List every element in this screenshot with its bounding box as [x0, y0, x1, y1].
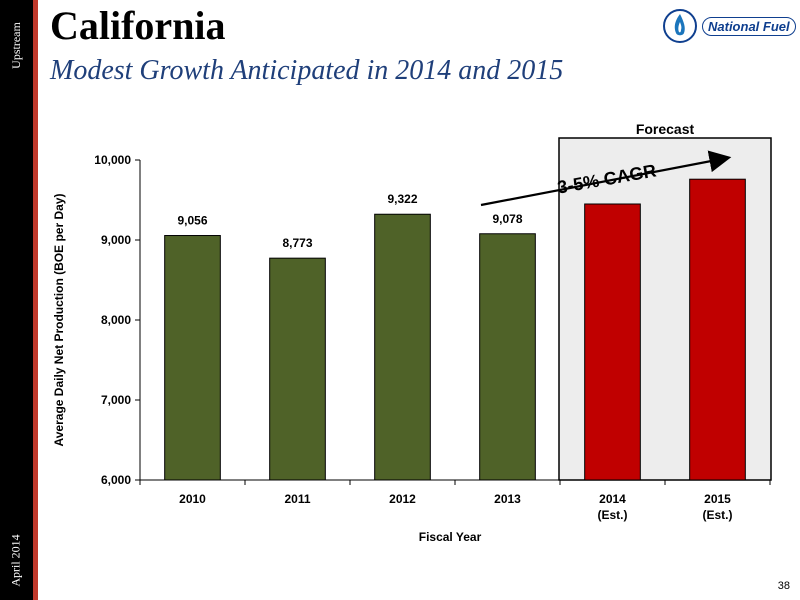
company-logo: National Fuel [662, 8, 796, 44]
flame-icon [663, 9, 697, 43]
bar-2014 [584, 203, 641, 481]
data-label: 9,056 [177, 214, 207, 228]
bar-2011 [269, 257, 326, 481]
logo-text: National Fuel [702, 16, 796, 36]
sidebar: Upstream April 2014 [0, 0, 33, 600]
data-label: 8,773 [282, 236, 312, 250]
page-number: 38 [777, 580, 790, 592]
bar-2015 [689, 178, 746, 481]
bar-2012 [374, 213, 431, 481]
y-tick-label: 7,000 [101, 393, 131, 407]
forecast-label: Forecast [636, 121, 695, 137]
x-axis-title: Fiscal Year [419, 530, 482, 544]
x-tick-label: 2012 [389, 492, 416, 506]
bar-2013 [479, 233, 536, 481]
cagr-arrow [480, 150, 732, 207]
x-tick-label: 2014 (Est.) [598, 492, 628, 522]
x-tick-label: 2013 [494, 492, 521, 506]
bar-2010 [164, 235, 221, 481]
y-tick-label: 10,000 [94, 153, 131, 167]
page-title: California [50, 3, 226, 48]
x-tick-label: 2011 [284, 492, 310, 506]
y-tick-label: 6,000 [101, 473, 131, 487]
x-tick-label: 2010 [179, 492, 206, 506]
y-tick-label: 8,000 [101, 313, 131, 327]
data-label: 9,078 [492, 212, 522, 226]
sidebar-accent-stripe [33, 0, 38, 600]
y-axis-title: Average Daily Net Production (BOE per Da… [52, 194, 66, 447]
data-label: 9,322 [387, 192, 417, 206]
y-tick-label: 9,000 [101, 233, 131, 247]
page-subtitle: Modest Growth Anticipated in 2014 and 20… [50, 55, 564, 86]
x-tick-label: 2015 (Est.) [703, 492, 733, 522]
